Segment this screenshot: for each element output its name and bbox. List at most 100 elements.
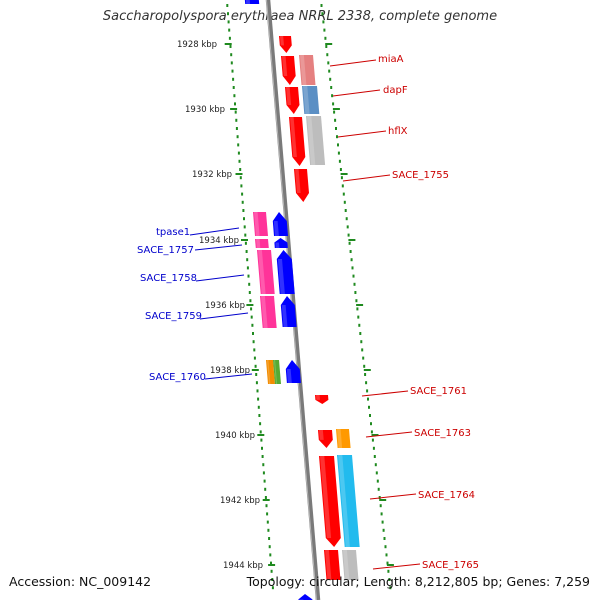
tick-dot: [383, 537, 386, 540]
cog-bar-SACE_1760-a[interactable]: [266, 360, 275, 384]
gene-arrow-tpase1[interactable]: [272, 212, 288, 236]
gene-label-SACE_1765[interactable]: SACE_1765: [422, 560, 479, 571]
gene-label-SACE_1758[interactable]: SACE_1758: [140, 273, 197, 284]
map-title: Saccharopolyspora erythraea NRRL 2338, c…: [102, 9, 498, 24]
gene-label-SACE_1757[interactable]: SACE_1757: [137, 245, 194, 256]
cog-bar-dapF-highlight: [303, 86, 310, 114]
major-tick: [371, 434, 379, 436]
tick-dot: [254, 364, 257, 368]
gene-arrow-SACE_1763[interactable]: [318, 430, 333, 448]
gene-arrow-miaA[interactable]: [281, 56, 296, 85]
cog-bar-tpase1-highlight: [254, 212, 260, 236]
gene-arrow-SACE_1764[interactable]: [319, 456, 341, 547]
gene-arrow-dapF-highlight: [286, 87, 292, 105]
cog-bar-SACE_1759[interactable]: [260, 296, 277, 328]
gene-arrow-SACE_1758[interactable]: [276, 250, 295, 294]
gene-arrow-top[interactable]: [244, 0, 260, 4]
tick-dot: [335, 127, 337, 130]
cog-bar-hflX[interactable]: [306, 116, 326, 165]
cog-bar-miaA-highlight: [300, 55, 307, 85]
gene-label-SACE_1763[interactable]: SACE_1763: [414, 428, 471, 439]
tick-dot: [250, 307, 253, 311]
tick-dot: [271, 586, 274, 590]
tick-dot: [239, 176, 242, 180]
cog-bar-SACE_1765[interactable]: [342, 550, 359, 580]
gene-arrow-partial[interactable]: [279, 36, 292, 53]
gene-arrow-hflX[interactable]: [289, 117, 306, 166]
major-tick: [257, 434, 265, 436]
gene-label-tpase1[interactable]: tpase1: [156, 227, 190, 238]
gene-arrow-SACE_1755[interactable]: [294, 169, 309, 202]
scale-label: 1932 kbp: [192, 170, 232, 180]
tick-dot: [227, 20, 230, 24]
tick-dot: [232, 86, 235, 89]
gene-label-SACE_1759[interactable]: SACE_1759: [145, 311, 202, 322]
tick-dot: [263, 479, 266, 483]
major-tick: [325, 43, 333, 45]
scale-label: 1934 kbp: [199, 236, 239, 246]
tick-dot: [266, 520, 269, 524]
tick-dot: [241, 200, 244, 204]
tick-dot: [252, 332, 254, 335]
gene-label-SACE_1764[interactable]: SACE_1764: [418, 490, 475, 501]
tick-dot: [249, 299, 252, 303]
tick-dot: [229, 45, 232, 48]
tick-dot: [237, 151, 240, 155]
tick-dot: [241, 192, 244, 196]
cog-bar-SACE_1763[interactable]: [336, 429, 351, 448]
gene-arrow-bottom-shape[interactable]: [298, 594, 313, 600]
tick-dot: [363, 364, 366, 368]
cog-bar-SACE_1760-b[interactable]: [273, 360, 281, 384]
tick-dot: [365, 381, 368, 385]
gene-arrow-SACE_1760[interactable]: [285, 360, 301, 383]
gene-arrow-SACE_1755-highlight: [295, 169, 301, 193]
cog-bar-miaA[interactable]: [299, 55, 316, 85]
tick-dot: [381, 520, 384, 524]
gene-arrow-SACE_1757[interactable]: [274, 238, 288, 248]
tick-dot: [270, 569, 273, 573]
gene-label-miaA[interactable]: miaA: [378, 54, 404, 65]
tick-dot: [230, 53, 233, 57]
cog-bar-SACE_1758[interactable]: [257, 250, 275, 294]
cog-bar-dapF[interactable]: [302, 86, 320, 114]
major-tick: [386, 564, 394, 566]
tick-dot: [233, 94, 236, 98]
scale-label: 1942 kbp: [220, 496, 260, 506]
tick-dot: [331, 94, 334, 98]
gene-label-hflX[interactable]: hflX: [388, 126, 408, 137]
label-leader: [337, 130, 387, 138]
gene-arrow-SACE_1759[interactable]: [280, 296, 297, 327]
tick-dot: [255, 373, 258, 376]
gene-arrow-hflX-highlight: [290, 117, 297, 157]
gene-arrow-SACE_1765[interactable]: [324, 550, 341, 580]
gene-label-SACE_1761[interactable]: SACE_1761: [410, 386, 467, 397]
cog-bar-SACE_1764[interactable]: [337, 455, 360, 547]
tick-dot: [236, 135, 239, 139]
tick-dot: [261, 446, 263, 450]
genome-backbone: [265, 0, 321, 600]
tick-dot: [268, 545, 271, 549]
tick-dot: [330, 86, 333, 89]
label-leader: [329, 59, 377, 67]
tick-dot: [238, 159, 241, 163]
cog-bar-tpase1[interactable]: [253, 212, 268, 236]
gene-label-dapF[interactable]: dapF: [383, 85, 408, 96]
gene-arrow-SACE_1761[interactable]: [315, 395, 329, 404]
tick-dot: [244, 233, 247, 237]
gene-arrow-bottom[interactable]: [298, 594, 313, 600]
gene-arrow-SACE_1758-highlight: [277, 259, 285, 294]
tick-dot: [347, 233, 350, 237]
tick-dot: [389, 586, 392, 590]
major-tick: [235, 173, 243, 175]
accession-text: Accession: NC_009142: [9, 574, 152, 589]
tick-dot: [370, 430, 373, 434]
gene-label-SACE_1755[interactable]: SACE_1755: [392, 170, 449, 181]
tick-dot: [366, 389, 369, 393]
gene-features: [244, 0, 360, 600]
cog-bar-SACE_1757[interactable]: [255, 239, 269, 248]
tick-dot: [386, 561, 389, 565]
tick-dot: [237, 143, 240, 147]
gene-label-SACE_1760[interactable]: SACE_1760: [149, 372, 206, 383]
gene-arrow-dapF[interactable]: [285, 87, 300, 114]
